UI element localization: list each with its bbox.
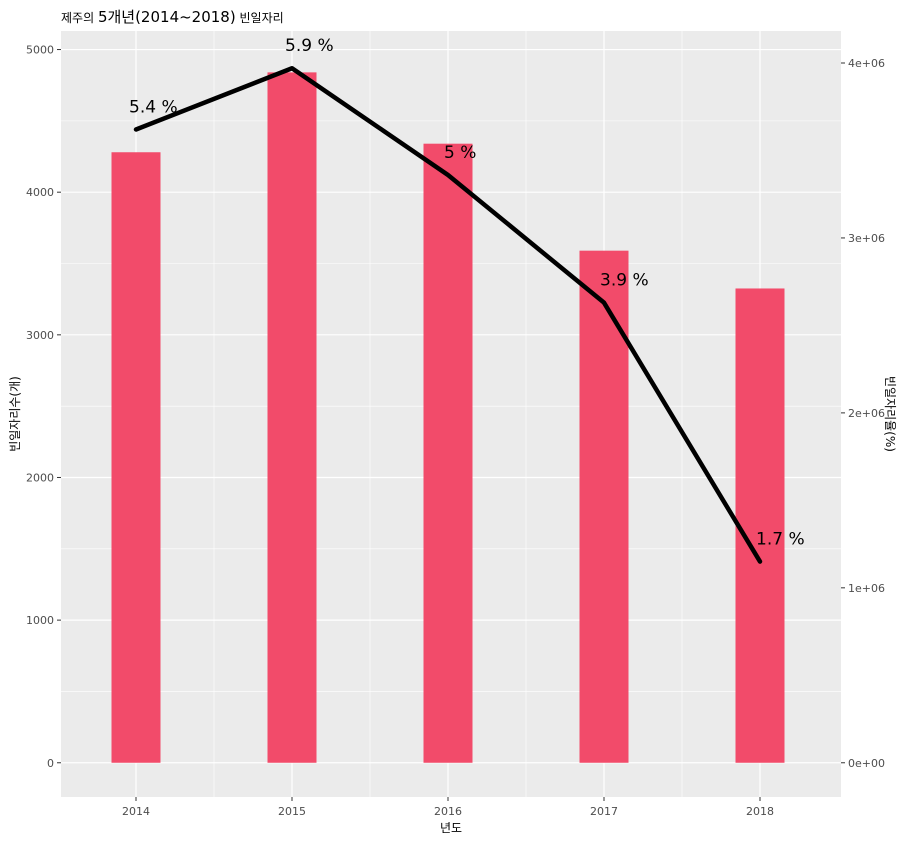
y2-tick-label: 1e+06 — [848, 582, 885, 595]
y-tick-label: 4000 — [26, 186, 54, 199]
data-label-2017: 3.9 % — [600, 271, 649, 291]
y-axis-left: 0 1000 2000 3000 4000 5000 — [26, 44, 61, 770]
chart-title: 제주의 5개년(2014~2018) 빈일자리 — [61, 8, 284, 26]
chart-title-text: 제주의 5개년(2014~2018) 빈일자리 — [61, 8, 284, 26]
bars — [111, 72, 785, 763]
y2-tick-label: 2e+06 — [848, 407, 885, 420]
bar-2017 — [579, 250, 629, 763]
data-label-2018: 1.7 % — [756, 530, 805, 550]
x-tick-label: 2017 — [590, 805, 618, 818]
y2-tick-label: 0e+00 — [848, 757, 885, 770]
data-label-2015: 5.9 % — [285, 36, 334, 56]
y-tick-label: 3000 — [26, 329, 54, 342]
rate-line-path — [133, 65, 763, 564]
y-axis-title: 빈일자리수(개) — [8, 376, 22, 452]
data-label-2016: 5 % — [444, 143, 476, 163]
bar-2016 — [423, 143, 473, 763]
y2-tick-label: 4e+06 — [848, 57, 885, 70]
data-label-2014: 5.4 % — [129, 97, 178, 117]
bar-2014 — [111, 152, 161, 763]
x-tick-label: 2016 — [434, 805, 462, 818]
bar-2018 — [735, 288, 785, 763]
y-tick-label: 0 — [47, 757, 54, 770]
bar-2015 — [267, 72, 317, 763]
x-tick-label: 2018 — [746, 805, 774, 818]
y-axis-right: 0e+00 1e+06 2e+06 3e+06 4e+06 — [841, 57, 885, 770]
x-tick-label: 2015 — [278, 805, 306, 818]
x-axis: 2014 2015 2016 2017 2018 — [122, 797, 774, 818]
x-tick-label: 2014 — [122, 805, 150, 818]
y-tick-label: 1000 — [26, 614, 54, 627]
y-tick-label: 2000 — [26, 471, 54, 484]
y-tick-label: 5000 — [26, 44, 54, 57]
y2-axis-title: 빈일자리율(%) — [883, 376, 897, 452]
y2-tick-label: 3e+06 — [848, 232, 885, 245]
data-labels: 5.4 % 5.9 % 5 % 3.9 % 1.7 % — [129, 36, 805, 549]
x-axis-title: 년도 — [440, 821, 462, 835]
rate-line — [133, 65, 763, 564]
